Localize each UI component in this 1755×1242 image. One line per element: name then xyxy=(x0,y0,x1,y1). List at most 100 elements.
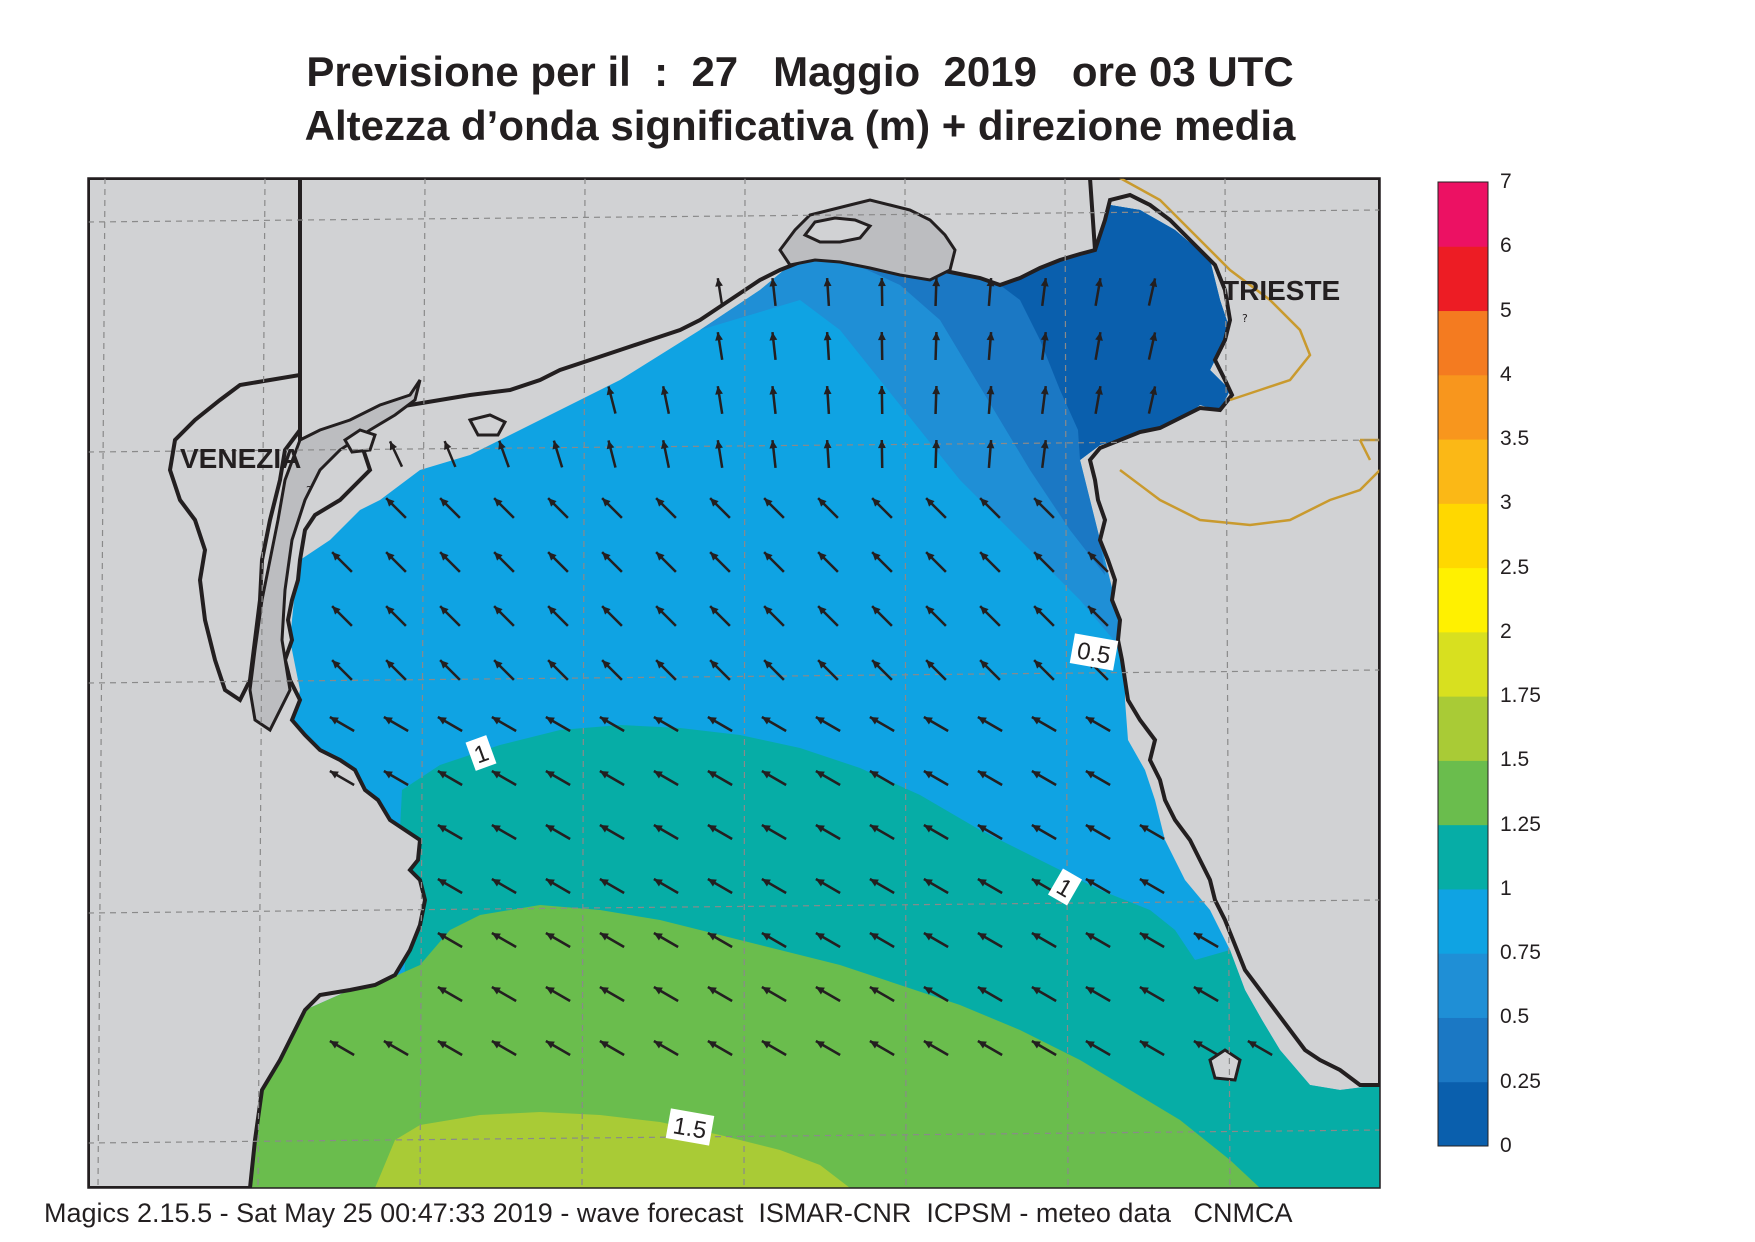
wave-arrow-head xyxy=(707,879,717,887)
city-marker-venezia: ? xyxy=(306,484,312,497)
colorbar-tick-label: 0.5 xyxy=(1500,1005,1530,1029)
wave-arrow-head xyxy=(1034,660,1043,669)
colorbar-tick-label: 1.5 xyxy=(1500,748,1530,772)
colorbar-tick-label: 4 xyxy=(1500,362,1512,386)
wave-arrow-head xyxy=(599,933,609,941)
city-label-trieste: TRIESTE xyxy=(1222,275,1340,306)
wave-arrow-head xyxy=(923,879,933,887)
wave-arrow-head xyxy=(437,717,447,725)
wave-arrow-head xyxy=(606,386,615,396)
wave-arrow-head xyxy=(815,933,825,941)
wave-arrow-head xyxy=(877,386,886,395)
wave-arrow-head xyxy=(923,771,933,779)
wave-arrow-head xyxy=(437,879,447,887)
wave-arrow-head xyxy=(1040,386,1049,395)
colorbar-segment xyxy=(1438,567,1488,633)
colorbar-segment xyxy=(1438,824,1488,890)
wave-arrow-head xyxy=(1247,1041,1257,1049)
wave-arrow-head xyxy=(926,552,935,561)
colorbar-segment xyxy=(1438,310,1488,376)
wave-arrow-head xyxy=(552,440,561,450)
wave-arrow-head xyxy=(977,717,987,725)
wave-arrow-head xyxy=(653,879,663,887)
colorbar-segment xyxy=(1438,631,1488,697)
wave-arrow-head xyxy=(818,606,827,615)
colorbar-tick-label: 1 xyxy=(1500,876,1512,900)
state-border xyxy=(1119,178,1380,527)
wave-arrow-head xyxy=(932,278,941,287)
grado-inner xyxy=(802,216,873,244)
wave-arrow-head xyxy=(1088,606,1097,615)
wave-arrow-head xyxy=(1095,332,1103,341)
wave-arrow-head xyxy=(707,717,717,725)
wave-arrow-head xyxy=(660,386,669,396)
wave-arrow-head xyxy=(815,1041,825,1049)
wave-arrow-head xyxy=(329,1041,339,1049)
wave-arrow-head xyxy=(444,441,452,451)
wave-arrow-head xyxy=(660,440,669,450)
wave-arrow-head xyxy=(761,933,771,941)
wave-arrow-head xyxy=(386,660,395,669)
wave-arrow-head xyxy=(815,771,825,779)
contour-label-0.5: 0.5 xyxy=(1069,633,1119,671)
wave-arrow-head xyxy=(823,440,832,449)
wave-arrow-head xyxy=(1085,825,1095,833)
wave-arrow-head xyxy=(494,606,503,615)
wave-arrow-head xyxy=(437,825,447,833)
wave-arrow-head xyxy=(1139,987,1149,995)
wave-arrow-head xyxy=(877,440,886,449)
wave-arrow-head xyxy=(494,498,503,507)
wave-arrow-head xyxy=(872,660,881,669)
wave-arrow-head xyxy=(491,1041,501,1049)
wave-arrow-head xyxy=(437,933,447,941)
wave-arrow-head xyxy=(986,332,995,341)
wave-arrow-head xyxy=(769,332,778,341)
wave-arrow-head xyxy=(386,606,395,615)
colorbar-tick-label: 2 xyxy=(1500,619,1512,643)
wave-arrow-head xyxy=(977,879,987,887)
graticule xyxy=(88,178,1380,1188)
svg-text:0.5: 0.5 xyxy=(1075,637,1113,669)
city-marker-trieste: ? xyxy=(1242,312,1248,325)
wave-arrow-head xyxy=(440,660,449,669)
wave-arrow-head xyxy=(710,660,719,669)
wave-arrow-head xyxy=(1031,717,1041,725)
wave-arrow-head xyxy=(823,386,832,395)
wave-arrow-head xyxy=(1085,717,1095,725)
wave-arrow-head xyxy=(1040,278,1049,287)
wave-arrow-head xyxy=(815,987,825,995)
wave-arrow-head xyxy=(823,278,832,287)
colorbar-frame xyxy=(1437,181,1489,1147)
wave-arrow-head xyxy=(1031,771,1041,779)
wave-arrow-head xyxy=(986,386,995,395)
contour-label-1.5: 1.5 xyxy=(665,1108,715,1146)
wave-arrow-head xyxy=(818,660,827,669)
wave-arrow-head xyxy=(923,717,933,725)
wave-arrow-head xyxy=(599,771,609,779)
map-frame xyxy=(87,177,1381,1189)
colorbar-tick-label: 5 xyxy=(1500,298,1512,322)
colorbar-segment xyxy=(1438,374,1488,440)
wave-arrow-head xyxy=(769,278,778,287)
colorbar-segment xyxy=(1438,888,1488,954)
wave-arrow-head xyxy=(1085,771,1095,779)
wave-arrow-head xyxy=(599,987,609,995)
sea-band-1.5-1.75 xyxy=(375,1112,850,1188)
wave-arrow-head xyxy=(872,552,881,561)
wave-arrow-head xyxy=(1149,278,1158,288)
wave-arrow-head xyxy=(980,660,989,669)
wave-arrow-head xyxy=(494,660,503,669)
wave-arrow-head xyxy=(491,717,501,725)
wave-arrow-head xyxy=(656,552,665,561)
wave-arrow-head xyxy=(440,498,449,507)
wave-arrow-head xyxy=(548,660,557,669)
sea-band-0-0.25 xyxy=(1000,205,1230,460)
wave-arrow-head xyxy=(498,440,506,450)
wave-arrow-head xyxy=(761,825,771,833)
wave-arrow-head xyxy=(545,771,555,779)
wave-arrow-head xyxy=(329,717,339,725)
wave-arrow-head xyxy=(491,771,501,779)
wave-arrow-head xyxy=(599,879,609,887)
wave-arrow-head xyxy=(1193,933,1203,941)
wave-arrow-head xyxy=(491,879,501,887)
